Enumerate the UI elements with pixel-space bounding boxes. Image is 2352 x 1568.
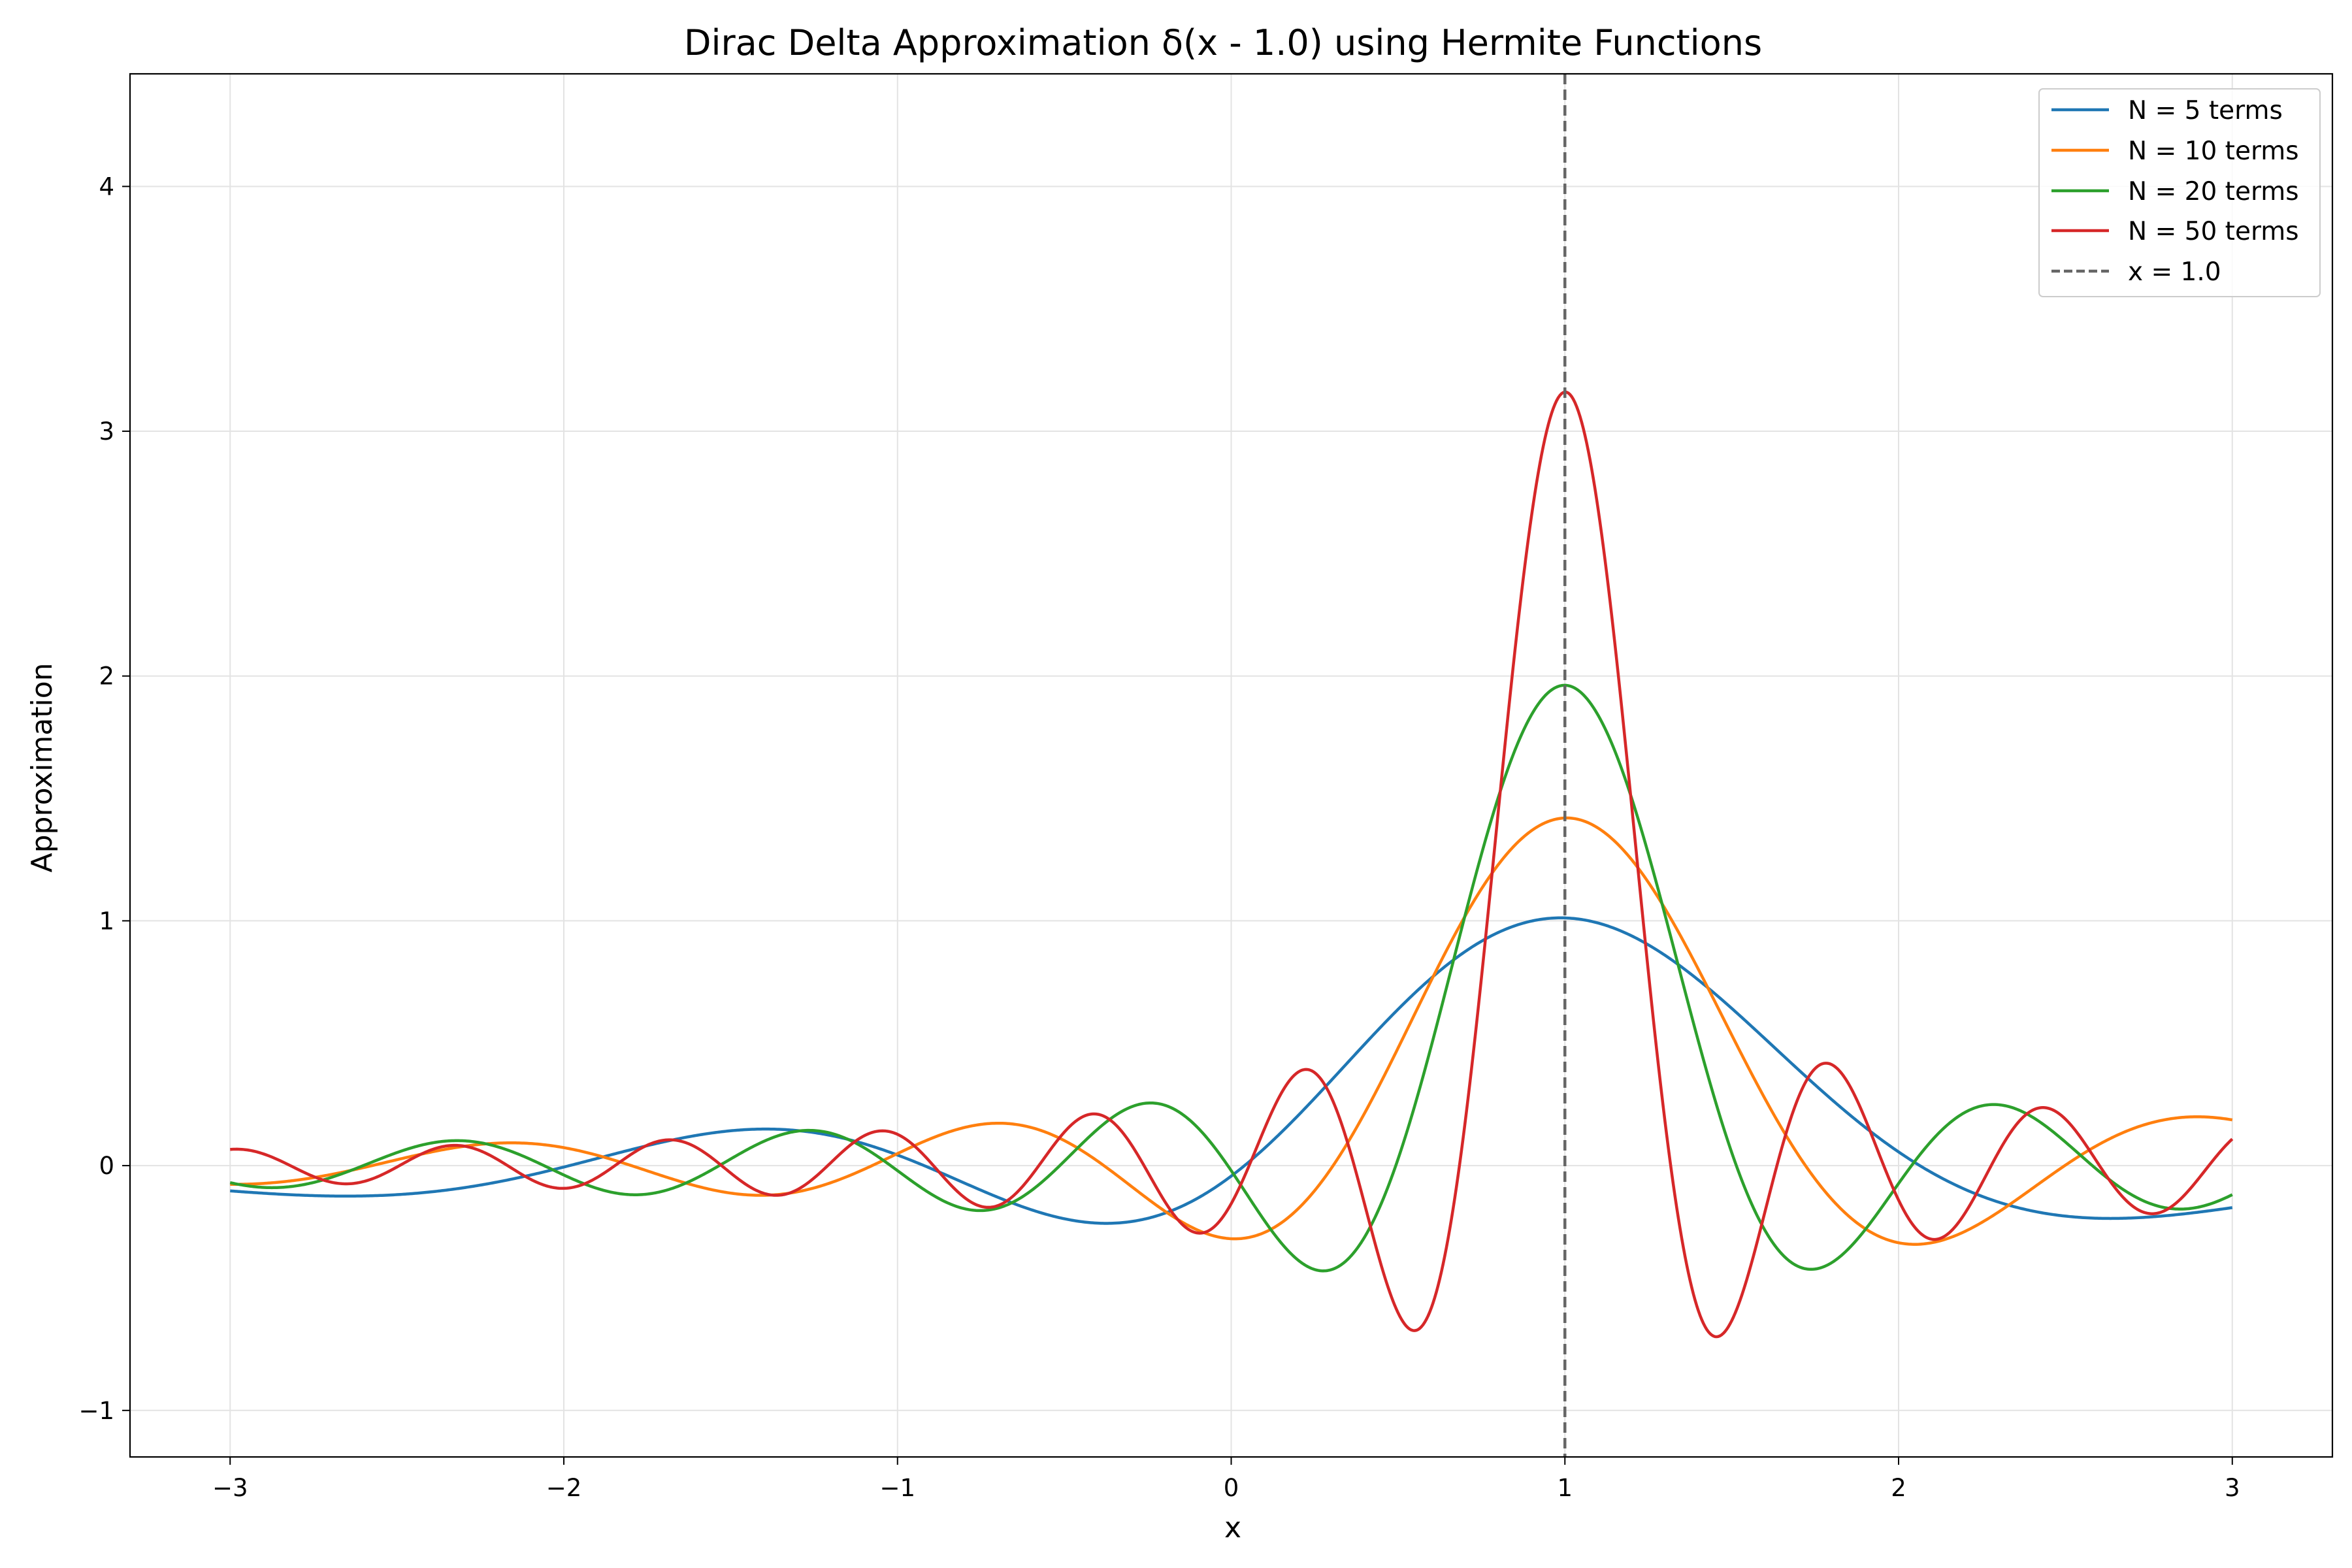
legend-frame <box>2038 88 2321 297</box>
legend-label-n10: N = 10 terms <box>2128 137 2299 166</box>
x-tick-label: 1 <box>1557 1474 1573 1502</box>
series-line-n10 <box>230 816 2233 1246</box>
y-tick-label: 3 <box>99 417 114 446</box>
series-line-n5 <box>230 916 2233 1225</box>
y-tick-label: −1 <box>78 1397 114 1425</box>
x-axis-label: x <box>1224 1511 1241 1544</box>
legend-label-n50: N = 50 terms <box>2128 217 2299 246</box>
x-tick-label: −2 <box>546 1474 582 1502</box>
y-tick-label: 1 <box>99 907 114 935</box>
legend-label-n5: N = 5 terms <box>2128 96 2283 125</box>
x-tick-label: −3 <box>212 1474 248 1502</box>
y-tick-label: 4 <box>99 172 114 201</box>
legend-label-vline: x = 1.0 <box>2128 257 2221 287</box>
series-line-n20 <box>229 683 2233 1273</box>
x-tick-label: 3 <box>2225 1474 2240 1502</box>
x-tick-label: −1 <box>879 1474 915 1502</box>
series-layer <box>229 390 2234 1339</box>
y-axis-ticks: −1 0 1 2 3 4 <box>78 172 130 1425</box>
x-tick-label: 0 <box>1224 1474 1239 1502</box>
chart-title: Dirac Delta Approximation δ(x - 1.0) usi… <box>684 22 1762 63</box>
series-line-n50 <box>230 390 2234 1339</box>
x-axis-ticks: −3 −2 −1 0 1 2 3 <box>212 1457 2240 1502</box>
y-axis-label: Approximation <box>25 662 59 872</box>
legend: N = 5 terms N = 10 terms N = 20 terms N … <box>2038 88 2321 297</box>
y-tick-label: 2 <box>99 662 114 691</box>
y-tick-label: 0 <box>99 1152 114 1180</box>
legend-label-n20: N = 20 terms <box>2128 177 2299 206</box>
x-tick-label: 2 <box>1891 1474 1906 1502</box>
